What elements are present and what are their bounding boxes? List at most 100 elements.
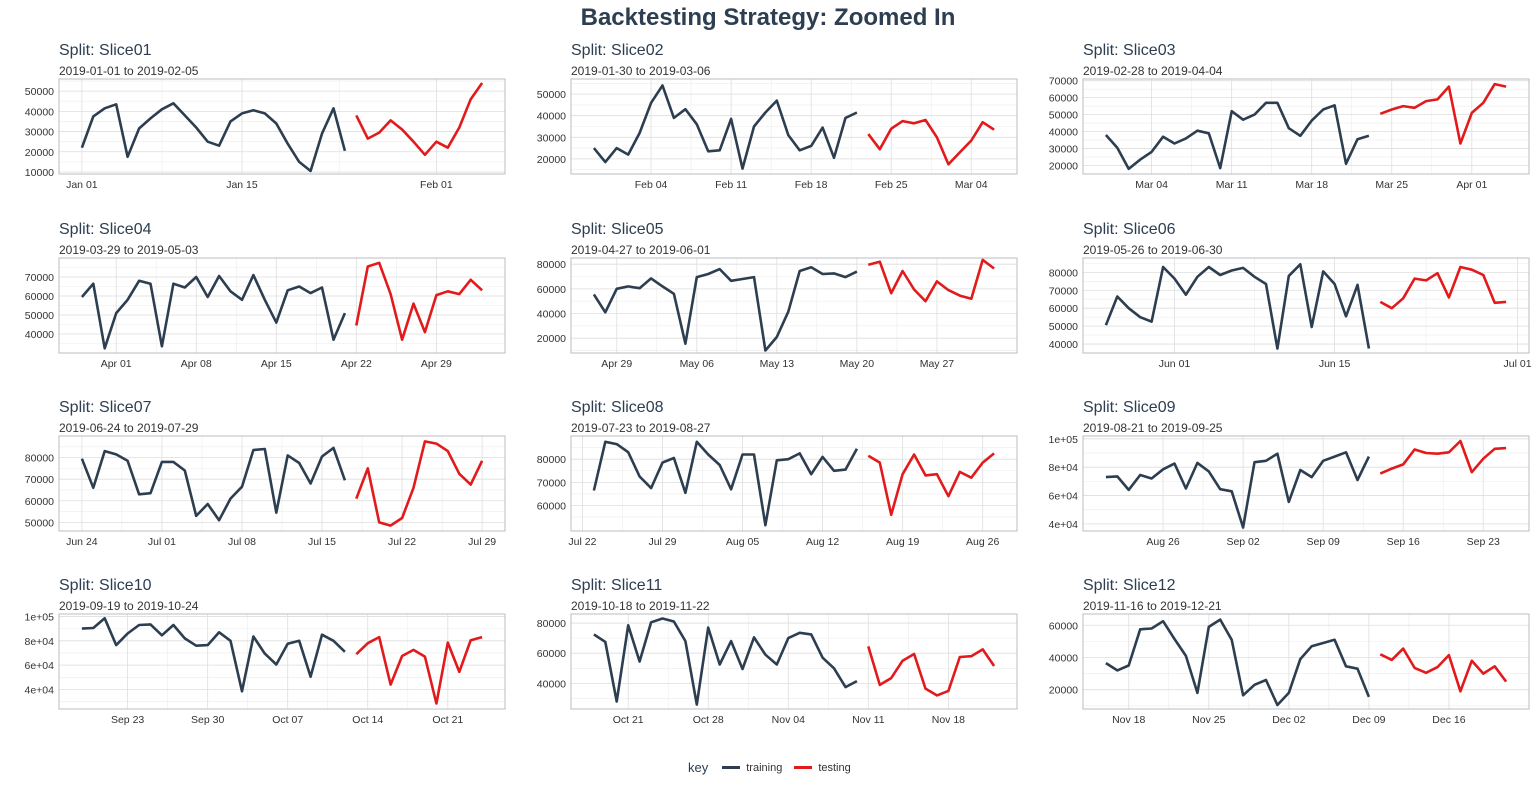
x-tick-label: Sep 09 [1307, 536, 1340, 548]
y-tick-label: 70000 [1049, 285, 1078, 297]
y-tick-label: 8e+04 [1049, 462, 1079, 474]
x-tick-label: Apr 15 [261, 358, 292, 370]
y-tick-label: 40000 [537, 111, 566, 123]
series-line-testing [867, 118, 995, 166]
series-line-training [592, 266, 858, 352]
panel-title: Split: Slice07 [59, 399, 152, 416]
series-line-training [1104, 101, 1370, 171]
panel-slice01: Split: Slice01 2019-01-01 to 2019-02-05 [59, 42, 505, 212]
panel-subtitle: 2019-05-26 to 2019-06-30 [1083, 243, 1223, 257]
x-tick-label: Nov 04 [772, 714, 805, 726]
y-tick-label: 80000 [1049, 267, 1078, 279]
y-tick-label: 80000 [537, 259, 566, 271]
x-tick-label: Sep 16 [1387, 536, 1420, 548]
y-tick-label: 4e+04 [1049, 519, 1079, 531]
y-tick-label: 30000 [1049, 144, 1078, 156]
panel-plot: 50000 60000 70000 80000 Jun 24 Jul 01 Jul 08 Ju… [25, 435, 506, 548]
x-tick-label: Aug 05 [726, 536, 759, 548]
y-tick-label: 70000 [25, 474, 54, 486]
panel-slice11: Split: Slice11 2019-10-18 to 2019-11-22 [571, 577, 1017, 747]
panel-plot: 20000 40000 60000 Nov 18 Nov 25 Dec 02 Dec 09 D… [1049, 613, 1530, 726]
series-line-testing [355, 82, 484, 157]
y-tick-label: 50000 [25, 86, 54, 98]
plot-border [58, 435, 506, 532]
panel-subtitle: 2019-06-24 to 2019-07-29 [59, 421, 199, 435]
y-tick-label: 1e+05 [25, 611, 55, 623]
x-tick-label: Oct 28 [693, 714, 724, 726]
panel-plot: 40000 60000 80000 Oct 21 Oct 28 Nov 04 Nov 11 N… [537, 613, 1018, 726]
x-tick-label: Oct 07 [272, 714, 303, 726]
panel-title: Split: Slice04 [59, 221, 152, 238]
y-tick-label: 40000 [25, 106, 54, 118]
y-tick-label: 20000 [1049, 685, 1078, 697]
x-tick-label: Oct 14 [352, 714, 383, 726]
panel-subtitle: 2019-01-01 to 2019-02-05 [59, 64, 199, 78]
plot-border [570, 435, 1018, 532]
x-tick-label: Dec 16 [1432, 714, 1465, 726]
plot-border [58, 257, 506, 354]
x-tick-label: Nov 18 [1112, 714, 1145, 726]
panel-subtitle: 2019-11-16 to 2019-12-21 [1083, 599, 1222, 613]
y-tick-label: 60000 [25, 291, 54, 303]
panel-title: Split: Slice11 [571, 577, 663, 594]
plot-border [570, 257, 1018, 354]
chart-title: Backtesting Strategy: Zoomed In [580, 4, 956, 31]
y-tick-label: 40000 [537, 309, 566, 321]
y-tick-label: 40000 [537, 678, 566, 690]
x-tick-label: Aug 19 [886, 536, 919, 548]
x-tick-label: Jul 22 [568, 536, 596, 548]
panel-plot: 60000 70000 80000 Jul 22 Jul 29 Aug 05 Aug 12 A… [537, 435, 1018, 548]
x-tick-label: May 06 [680, 358, 715, 370]
y-tick-label: 40000 [25, 329, 54, 341]
series-line-testing [1379, 82, 1507, 145]
panel-slice09: Split: Slice09 2019-08-21 to 2019-09-25 [1083, 399, 1529, 569]
panel-slice12: Split: Slice12 2019-11-16 to 2019-12-21 [1083, 577, 1529, 747]
panel-subtitle: 2019-09-19 to 2019-10-24 [59, 599, 199, 613]
x-tick-label: Aug 26 [1146, 536, 1179, 548]
panel-plot: 40000 50000 60000 70000 Apr 01 Apr 08 Apr 15 Ap… [25, 257, 506, 370]
y-tick-label: 50000 [25, 517, 54, 529]
series-line-training [592, 440, 859, 527]
x-tick-label: Jul 01 [148, 536, 176, 548]
panel-slice06: Split: Slice06 2019-05-26 to 2019-06-30 [1083, 221, 1529, 391]
series-line-training [592, 84, 858, 170]
panel-subtitle: 2019-04-27 to 2019-06-01 [571, 243, 711, 257]
x-tick-label: Jun 24 [66, 536, 98, 548]
plot-border [58, 613, 506, 710]
series-line-training [81, 617, 346, 693]
panel-title: Split: Slice08 [571, 399, 664, 416]
x-tick-label: Nov 11 [852, 714, 885, 726]
series-line-testing [1379, 439, 1507, 475]
x-tick-label: Jul 08 [228, 536, 256, 548]
x-tick-label: Jul 29 [648, 536, 676, 548]
panel-subtitle: 2019-10-18 to 2019-11-22 [571, 599, 710, 613]
panel-title: Split: Slice02 [571, 42, 664, 59]
plot-border [1082, 613, 1530, 710]
x-tick-label: Jun 01 [1159, 358, 1191, 370]
panel-slice07: Split: Slice07 2019-06-24 to 2019-07-29 [59, 399, 505, 569]
y-tick-label: 4e+04 [25, 685, 55, 697]
panel-plot: 4e+04 6e+04 8e+04 1e+05 Sep 23 Sep 30 Oct 07 Oc… [25, 611, 506, 726]
legend: key training testing [0, 760, 1536, 778]
y-tick-label: 6e+04 [1049, 491, 1079, 503]
x-tick-label: Dec 09 [1352, 714, 1385, 726]
y-tick-label: 20000 [537, 333, 566, 345]
y-tick-label: 60000 [1049, 93, 1078, 105]
panel-plot: 20000 30000 40000 50000 60000 70000 Mar 04 Mar … [1049, 76, 1530, 191]
x-tick-label: Oct 21 [432, 714, 463, 726]
x-tick-label: Aug 26 [966, 536, 999, 548]
panel-plot: 40000 50000 60000 70000 80000 Jun 01 Jun 15 Jul… [1049, 257, 1532, 370]
x-tick-label: Jul 15 [308, 536, 336, 548]
legend-item-testing: testing [794, 762, 851, 774]
x-tick-label: Mar 18 [1295, 179, 1328, 191]
x-tick-label: Feb 18 [795, 179, 828, 191]
y-tick-label: 30000 [537, 132, 566, 144]
x-tick-label: Feb 25 [875, 179, 908, 191]
x-tick-label: Mar 04 [955, 179, 988, 191]
y-tick-label: 60000 [1049, 303, 1078, 315]
x-tick-label: Jul 01 [1504, 358, 1532, 370]
plot-border [570, 613, 1018, 710]
plot-border [58, 78, 506, 175]
plot-border [1082, 78, 1530, 175]
panel-title: Split: Slice05 [571, 221, 664, 238]
